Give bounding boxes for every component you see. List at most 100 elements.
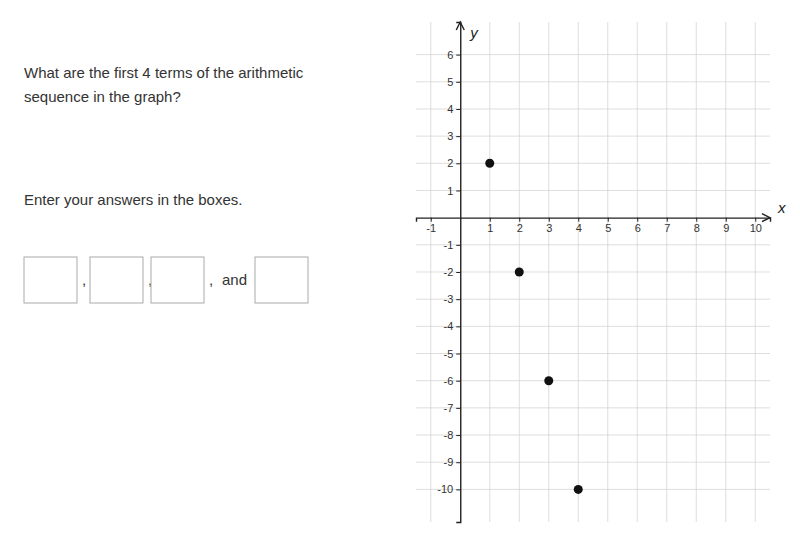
y-axis: -10 -9 -8 -7 -6 -5 -4 -3 -2 -1 1 2 3 4 5 6 [437, 23, 460, 523]
y-tick-label: -2 [443, 266, 453, 278]
y-tick-mark [456, 435, 460, 436]
x-tick: 10 [750, 218, 762, 235]
y-axis-arrow [456, 22, 464, 30]
y-tick-label: -10 [437, 483, 453, 495]
x-tick-label: 5 [605, 222, 611, 234]
x-tick-label: 7 [664, 222, 670, 234]
y-tick: 4 [447, 103, 460, 115]
y-grid-line [416, 462, 770, 463]
x-tick: 4 [576, 218, 582, 235]
x-tick-label: -1 [426, 222, 436, 234]
x-tick: 5 [605, 218, 611, 235]
y-tick: 1 [447, 184, 460, 196]
y-grid-line [416, 272, 770, 273]
y-tick-label: -8 [443, 429, 453, 441]
y-grid-line [416, 190, 770, 191]
y-tick-label: 2 [447, 157, 453, 169]
x-tick: 7 [664, 218, 670, 235]
y-tick: -10 [437, 483, 460, 495]
separator: , [209, 271, 213, 288]
y-tick-mark [456, 55, 460, 56]
chart-svg: What are the first 4 terms of the arithm… [0, 0, 800, 544]
y-grid-line [416, 108, 770, 109]
y-tick: -1 [443, 239, 460, 251]
y-grid-line [416, 353, 770, 354]
data-point [574, 485, 583, 494]
answer-box [151, 257, 204, 303]
y-grid-line [416, 489, 770, 490]
data-point [544, 376, 553, 385]
y-tick-mark [456, 163, 460, 164]
x-tick: 1 [487, 218, 493, 235]
x-tick-mark [578, 218, 579, 222]
y-tick-mark [456, 489, 460, 490]
x-tick-mark [667, 218, 668, 222]
x-tick-label: 2 [517, 222, 523, 234]
y-grid-line [416, 380, 770, 381]
y-tick-label: -5 [443, 348, 453, 360]
y-tick: 2 [447, 157, 460, 169]
y-tick-mark [456, 272, 460, 273]
y-tick-mark [456, 354, 460, 355]
x-tick-label: 9 [723, 222, 729, 234]
x-tick-label: 3 [546, 222, 552, 234]
x-tick-mark [431, 218, 432, 222]
x-tick-label: 4 [576, 222, 582, 234]
data-point [485, 159, 494, 168]
y-tick: 5 [447, 76, 460, 88]
y-tick-mark [456, 408, 460, 409]
y-tick-label: -6 [443, 375, 453, 387]
y-tick: -9 [443, 456, 460, 468]
points [485, 159, 583, 494]
x-tick-label: 6 [635, 222, 641, 234]
x-tick: 3 [546, 218, 552, 235]
y-tick: -5 [443, 348, 460, 360]
x-tick-label: 8 [694, 222, 700, 234]
y-tick-mark [456, 245, 460, 246]
y-tick-label: 1 [447, 184, 453, 196]
x-tick: -1 [426, 218, 436, 235]
y-tick-label: -3 [443, 293, 453, 305]
y-tick-mark [456, 326, 460, 327]
y-tick-mark [456, 462, 460, 463]
y-grid-line [416, 299, 770, 300]
x-tick-mark [490, 218, 491, 222]
x-tick: 9 [723, 218, 729, 235]
data-point [515, 268, 524, 277]
y-tick-label: -9 [443, 456, 453, 468]
y-tick-mark [456, 82, 460, 83]
question-panel: What are the first 4 terms of the arithm… [24, 64, 308, 303]
x-tick-mark [519, 218, 520, 222]
y-tick-label: 4 [447, 103, 453, 115]
y-tick: -7 [443, 402, 460, 414]
y-tick-label: -4 [443, 320, 453, 332]
y-tick: -4 [443, 320, 460, 332]
y-axis-label: y [469, 24, 479, 41]
question-line: sequence in the graph? [24, 88, 181, 105]
x-axis-label: x [777, 199, 786, 216]
y-tick-label: 5 [447, 76, 453, 88]
x-axis: -1 1 2 3 4 5 6 7 8 9 10 [417, 218, 771, 235]
y-tick: -3 [443, 293, 460, 305]
x-tick-mark [549, 218, 550, 222]
y-tick-mark [456, 109, 460, 110]
answer-box [90, 257, 143, 303]
x-axis-arrow [762, 214, 770, 222]
y-tick-mark [456, 136, 460, 137]
y-tick-label: 3 [447, 130, 453, 142]
y-tick: -8 [443, 429, 460, 441]
answer-box [24, 257, 77, 303]
y-tick-label: 6 [447, 49, 453, 61]
y-grid-line [416, 54, 770, 55]
y-tick: 6 [447, 49, 460, 61]
separator-and: and [222, 271, 247, 288]
y-tick-label: -7 [443, 402, 453, 414]
y-grid-line [416, 435, 770, 436]
x-tick: 8 [694, 218, 700, 235]
x-axis-line [417, 218, 771, 222]
x-tick-mark [726, 218, 727, 222]
y-tick-mark [456, 190, 460, 191]
x-tick-mark [637, 218, 638, 222]
answer-box [255, 257, 308, 303]
y-grid-line [416, 163, 770, 164]
